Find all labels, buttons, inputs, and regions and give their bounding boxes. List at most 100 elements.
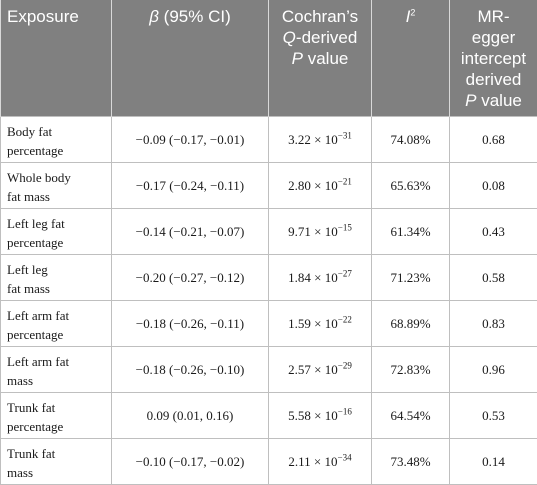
header-exposure-label: Exposure xyxy=(7,7,79,26)
exposure-line2: fat mass xyxy=(7,189,50,204)
cochran-mantissa: 5.58 × 10 xyxy=(288,408,338,423)
exposure-line1: Left arm fat xyxy=(7,354,69,369)
cell-i-squared: 73.48% xyxy=(372,439,450,485)
cell-i-squared: 71.23% xyxy=(372,255,450,301)
cochran-mantissa: 2.80 × 10 xyxy=(288,178,338,193)
cell-beta: −0.20 (−0.27, −0.12) xyxy=(112,255,269,301)
cell-beta: −0.18 (−0.26, −0.11) xyxy=(112,301,269,347)
header-cochran-line1: Cochran’s xyxy=(275,6,365,27)
cell-egger-p: 0.58 xyxy=(450,255,537,301)
cell-exposure: Left arm fat mass xyxy=(1,347,112,393)
cochran-exponent: −15 xyxy=(338,223,352,233)
cochran-exponent: −27 xyxy=(338,269,352,279)
cell-cochran-p: 1.84 × 10−27 xyxy=(269,255,372,301)
cell-egger-p: 0.53 xyxy=(450,393,537,439)
exposure-line2: percentage xyxy=(7,419,63,434)
cell-beta: −0.17 (−0.24, −0.11) xyxy=(112,163,269,209)
header-egger-line2: intercept xyxy=(456,48,531,69)
header-egger-p-letter: P xyxy=(465,91,476,110)
header-egger-line4: P value xyxy=(456,90,531,111)
header-beta-ci: (95% CI) xyxy=(159,7,231,26)
cell-beta: 0.09 (0.01, 0.16) xyxy=(112,393,269,439)
header-egger-line3: derived xyxy=(456,69,531,90)
header-cochran-q: Cochran’s Q-derived P value xyxy=(269,0,372,117)
exposure-line2: fat mass xyxy=(7,281,50,296)
cell-exposure: Left leg fat mass xyxy=(1,255,112,301)
cell-i-squared: 74.08% xyxy=(372,117,450,163)
cell-beta: −0.10 (−0.17, −0.02) xyxy=(112,439,269,485)
header-i-superscript: 2 xyxy=(410,7,415,17)
cochran-mantissa: 2.57 × 10 xyxy=(288,362,338,377)
exposure-line2: percentage xyxy=(7,327,63,342)
cochran-mantissa: 9.71 × 10 xyxy=(288,224,338,239)
header-beta-symbol: β xyxy=(149,7,159,26)
header-cochran-derived: -derived xyxy=(296,28,357,47)
header-cochran-value: value xyxy=(303,49,348,68)
cell-cochran-p: 9.71 × 10−15 xyxy=(269,209,372,255)
cochran-exponent: −21 xyxy=(338,177,352,187)
exposure-line1: Trunk fat xyxy=(7,400,55,415)
cell-egger-p: 0.68 xyxy=(450,117,537,163)
cell-i-squared: 61.34% xyxy=(372,209,450,255)
table-row: Trunk fat mass −0.10 (−0.17, −0.02) 2.11 … xyxy=(1,439,537,485)
cell-cochran-p: 2.11 × 10−34 xyxy=(269,439,372,485)
exposure-line2: percentage xyxy=(7,235,63,250)
cell-cochran-p: 3.22 × 10−31 xyxy=(269,117,372,163)
cell-egger-p: 0.14 xyxy=(450,439,537,485)
cochran-exponent: −34 xyxy=(338,453,352,463)
cell-exposure: Body fat percentage xyxy=(1,117,112,163)
exposure-line2: mass xyxy=(7,373,33,388)
cell-beta: −0.09 (−0.17, −0.01) xyxy=(112,117,269,163)
exposure-line1: Whole body xyxy=(7,170,71,185)
cochran-mantissa: 1.84 × 10 xyxy=(288,270,338,285)
cell-cochran-p: 2.57 × 10−29 xyxy=(269,347,372,393)
cell-i-squared: 72.83% xyxy=(372,347,450,393)
exposure-line1: Left leg xyxy=(7,262,48,277)
header-egger-line1: MR-egger xyxy=(456,6,531,48)
table-header: Exposure β (95% CI) Cochran’s Q-derived … xyxy=(1,0,537,117)
cell-beta: −0.14 (−0.21, −0.07) xyxy=(112,209,269,255)
cell-i-squared: 68.89% xyxy=(372,301,450,347)
cochran-exponent: −31 xyxy=(338,131,352,141)
cell-beta: −0.18 (−0.26, −0.10) xyxy=(112,347,269,393)
cell-cochran-p: 2.80 × 10−21 xyxy=(269,163,372,209)
exposure-line1: Left arm fat xyxy=(7,308,69,323)
cell-exposure: Trunk fat percentage xyxy=(1,393,112,439)
header-cochran-line3: P value xyxy=(275,48,365,69)
exposure-line2: mass xyxy=(7,465,33,480)
header-mr-egger: MR-egger intercept derived P value xyxy=(450,0,537,117)
table-row: Left arm fat percentage −0.18 (−0.26, −0.… xyxy=(1,301,537,347)
cochran-mantissa: 3.22 × 10 xyxy=(288,132,338,147)
cell-egger-p: 0.43 xyxy=(450,209,537,255)
cell-i-squared: 65.63% xyxy=(372,163,450,209)
cochran-mantissa: 2.11 × 10 xyxy=(288,454,337,469)
table-row: Left leg fat mass −0.20 (−0.27, −0.12) 1.… xyxy=(1,255,537,301)
cell-exposure: Trunk fat mass xyxy=(1,439,112,485)
header-cochran-p-letter: P xyxy=(292,49,303,68)
cell-egger-p: 0.83 xyxy=(450,301,537,347)
exposure-line1: Body fat xyxy=(7,124,52,139)
cell-exposure: Whole body fat mass xyxy=(1,163,112,209)
header-beta: β (95% CI) xyxy=(112,0,269,117)
exposure-line2: percentage xyxy=(7,143,63,158)
cochran-exponent: −29 xyxy=(338,361,352,371)
header-row: Exposure β (95% CI) Cochran’s Q-derived … xyxy=(1,0,537,117)
table-row: Left arm fat mass −0.18 (−0.26, −0.10) 2.… xyxy=(1,347,537,393)
cell-cochran-p: 1.59 × 10−22 xyxy=(269,301,372,347)
header-egger-value: value xyxy=(476,91,521,110)
header-cochran-q-letter: Q xyxy=(283,28,296,47)
table-row: Trunk fat percentage 0.09 (0.01, 0.16) 5.… xyxy=(1,393,537,439)
header-exposure: Exposure xyxy=(1,0,112,117)
cochran-exponent: −22 xyxy=(338,315,352,325)
exposure-line1: Trunk fat xyxy=(7,446,55,461)
header-cochran-line2: Q-derived xyxy=(275,27,365,48)
header-i-squared: I2 xyxy=(372,0,450,117)
cell-cochran-p: 5.58 × 10−16 xyxy=(269,393,372,439)
